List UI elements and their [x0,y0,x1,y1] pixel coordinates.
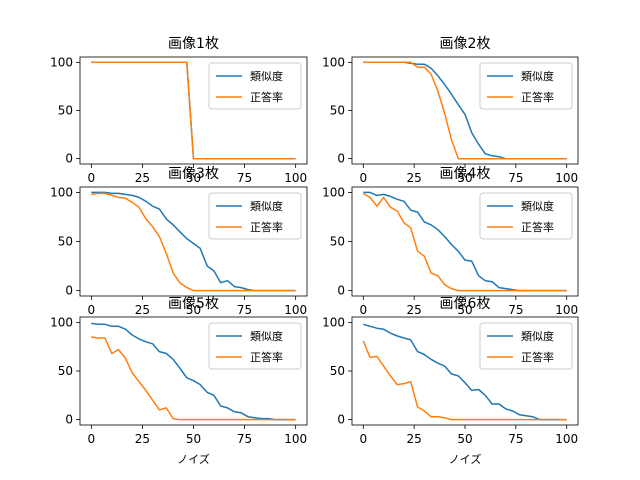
panel-6-xtick-label: 25 [407,432,422,446]
panel-1-legend-label-1: 類似度 [250,69,283,83]
panel-2-xtick-label: 100 [555,171,578,185]
panel-4-xtick-label: 0 [359,303,367,317]
panel-6-xtick-label: 50 [457,432,472,446]
panel-4-title: 画像4枚 [440,166,491,182]
panel-5-ytick-label: 100 [50,315,73,329]
panel-6-ytick-label: 100 [322,315,345,329]
panel-6-ytick-label: 50 [330,364,345,378]
panel-2-legend-label-2: 正答率 [521,90,554,104]
panel-2-title: 画像2枚 [440,36,491,52]
panel-5-xtick-label: 0 [88,432,96,446]
panel-6-xtick-label: 100 [555,432,578,446]
panel-5-legend-label-1: 類似度 [250,329,283,343]
panel-3-xtick-label: 75 [237,303,252,317]
panel-5-xtick-label: 100 [284,432,307,446]
panel-5-ytick-label: 50 [58,364,73,378]
panel-5-legend-label-2: 正答率 [250,350,283,364]
panel-3-xtick-label: 25 [135,303,150,317]
panel-5-title: 画像5枚 [168,296,219,312]
panel-4-ytick-label: 50 [330,235,345,249]
panel-2-xtick-label: 25 [407,171,422,185]
panel-2-ytick-label: 50 [330,104,345,118]
panel-1-xtick-label: 25 [135,171,150,185]
panel-4-xtick-label: 100 [555,303,578,317]
panel-2-series-line-2 [363,61,567,160]
panel-4-ytick-label: 100 [322,185,345,199]
panel-3-ytick-label: 0 [65,284,73,298]
panel-3-ytick-label: 50 [58,235,73,249]
panel-5-xtick-label: 75 [237,432,252,446]
panel-3-legend-label-2: 正答率 [250,220,283,234]
panel-1-title: 画像1枚 [168,36,219,52]
panel-3-legend-label-1: 類似度 [250,199,283,213]
panel-2-xtick-label: 75 [508,171,523,185]
panel-6-series-line-2 [362,340,567,421]
panel-6-legend-label-2: 正答率 [521,350,554,364]
panel-6-xlabel: ノイズ [449,452,482,466]
panel-5-xtick-label: 25 [135,432,150,446]
panel-6-series-line-1 [363,323,567,421]
panel-4-xtick-label: 75 [508,303,523,317]
panel-3-series-line-2 [91,192,296,292]
panel-3-xtick-label: 0 [88,303,96,317]
panel-1-legend-label-2: 正答率 [250,90,283,104]
panel-5-ytick-label: 0 [65,413,73,427]
panel-1-ytick-label: 0 [65,152,73,166]
panel-4-legend-label-2: 正答率 [521,220,554,234]
panel-2-legend-label-1: 類似度 [521,69,554,83]
panel-1-xtick-label: 100 [284,171,307,185]
panel-1-series-line-2 [91,61,296,160]
panel-3-xtick-label: 50 [186,303,201,317]
panel-2-ytick-label: 0 [337,152,345,166]
panel-5-xlabel: ノイズ [177,452,210,466]
panel-2-xtick-label: 0 [359,171,367,185]
panel-1-ytick-label: 100 [50,55,73,69]
panel-2-xtick-label: 50 [457,171,472,185]
panel-6-title: 画像6枚 [440,296,491,312]
panel-1-xtick-label: 50 [186,171,201,185]
panel-4-xtick-label: 50 [457,303,472,317]
panel-4-ytick-label: 0 [337,284,345,298]
panel-5-series-line-2 [91,336,296,421]
panel-5-xtick-label: 50 [186,432,201,446]
panel-6-ytick-label: 0 [337,413,345,427]
panel-3-xtick-label: 100 [284,303,307,317]
panel-4-legend-label-1: 類似度 [521,199,554,213]
panel-6-xtick-label: 0 [359,432,367,446]
panel-1-ytick-label: 50 [58,104,73,118]
panel-1-xtick-label: 0 [88,171,96,185]
panel-6-legend-label-1: 類似度 [521,329,554,343]
panel-4-series-line-2 [362,192,567,292]
panel-6-xtick-label: 75 [508,432,523,446]
panel-3-ytick-label: 100 [50,185,73,199]
panel-4-xtick-label: 25 [407,303,422,317]
panel-3-title: 画像3枚 [168,166,219,182]
panel-1-xtick-label: 75 [237,171,252,185]
panel-2-ytick-label: 100 [322,55,345,69]
panel-5-series-line-1 [91,322,296,421]
